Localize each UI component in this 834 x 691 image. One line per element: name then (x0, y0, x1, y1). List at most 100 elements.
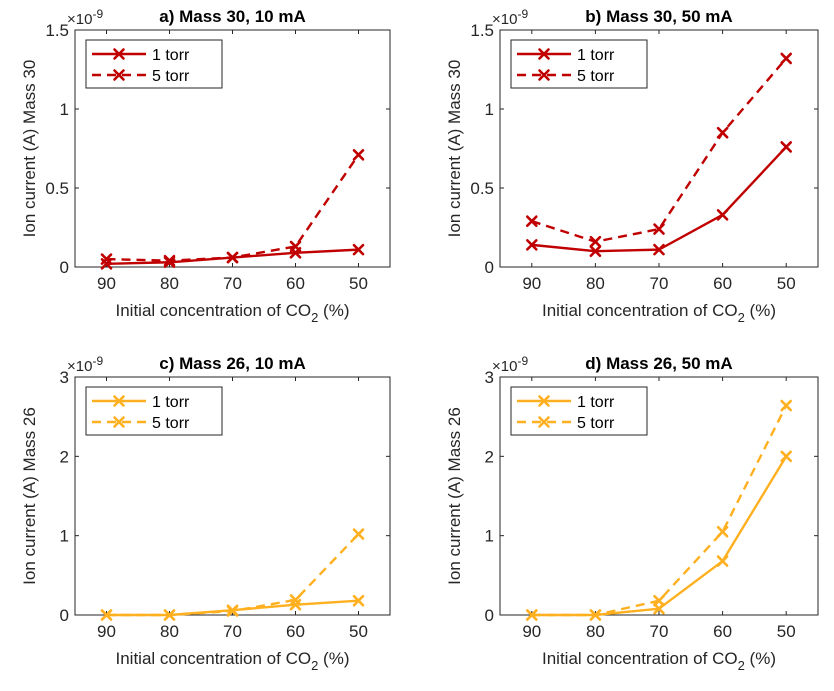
data-point (526, 239, 538, 251)
data-point (589, 245, 602, 257)
y-tick-label: 1 (60, 527, 69, 546)
data-point (100, 253, 113, 265)
chart-title: d) Mass 26, 50 mA (585, 354, 732, 373)
data-point (352, 149, 365, 161)
legend-box (85, 39, 223, 89)
chart-title: c) Mass 26, 10 mA (159, 354, 305, 373)
legend-label: 5 torr (577, 415, 615, 432)
y-tick-label: 2 (60, 447, 69, 466)
data-point (653, 223, 665, 235)
y-tick-label: 1.5 (470, 21, 494, 40)
legend: 1 torr 5 torr (510, 386, 648, 436)
data-point (780, 399, 792, 412)
y-tick-label: 0 (60, 258, 69, 277)
x-tick-label: 90 (97, 622, 116, 641)
x-axis-label: Initial concentration of CO2 (%) (542, 649, 776, 673)
x-tick-label: 90 (97, 274, 116, 293)
legend-box (85, 386, 223, 436)
y-tick-label: 0 (60, 606, 69, 625)
data-point (226, 251, 239, 264)
legend-label: 5 torr (152, 68, 190, 85)
legend-label: 1 torr (577, 47, 615, 64)
legend-marker (538, 69, 550, 81)
data-point (653, 602, 665, 615)
x-tick-label: 90 (522, 274, 541, 293)
legend-label: 1 torr (152, 394, 190, 411)
data-point (352, 594, 365, 607)
x-tick-label: 70 (223, 622, 242, 641)
series-line-5-torr (531, 405, 788, 617)
data-point (780, 52, 792, 65)
legend: 1 torr 5 torr (85, 386, 223, 436)
data-point (289, 240, 302, 253)
legend-marker (538, 416, 550, 428)
chart-title: a) Mass 30, 10 mA (159, 7, 305, 26)
legend-marker (113, 416, 125, 428)
x-tick-label: 70 (650, 274, 669, 293)
y-axis-label: Ion current (A) Mass 26 (20, 407, 39, 585)
data-point (526, 215, 538, 227)
legend-label: 1 torr (577, 394, 615, 411)
data-point (589, 235, 602, 248)
y-tick-label: 1.5 (45, 21, 69, 40)
data-point (716, 209, 729, 221)
legend-label: 1 torr (152, 47, 190, 64)
x-tick-label: 80 (160, 274, 179, 293)
y-exponent-label: ×10-9 (67, 7, 103, 28)
y-tick-label: 1 (485, 100, 494, 119)
x-tick-label: 50 (349, 274, 368, 293)
data-point (352, 528, 365, 540)
y-tick-label: 1 (60, 100, 69, 119)
legend-marker (113, 69, 125, 81)
series-line-1-torr (531, 146, 788, 253)
y-tick-label: 0.5 (470, 179, 494, 198)
x-tick-label: 80 (586, 274, 605, 293)
x-tick-label: 70 (650, 622, 669, 641)
data-point (653, 243, 665, 256)
x-tick-label: 60 (286, 274, 305, 293)
chart-panel-4: 90 80 70 60 50 0 1 2 3×10-9 d) Mass 26, 50 mA Ion … (445, 354, 819, 673)
data-point (226, 605, 239, 617)
data-point (716, 555, 729, 567)
legend-marker (113, 395, 125, 407)
x-tick-label: 60 (713, 274, 732, 293)
data-point (163, 609, 176, 621)
y-exponent-label: ×10-9 (67, 354, 103, 375)
y-exponent-label: ×10-9 (492, 354, 528, 375)
y-tick-label: 2 (485, 447, 494, 466)
data-point (100, 609, 113, 621)
legend-marker (538, 48, 550, 60)
series-line-5-torr (106, 154, 360, 262)
data-point (716, 126, 729, 139)
data-point (716, 525, 729, 538)
legend: 1 torr 5 torr (85, 39, 223, 89)
x-tick-label: 70 (223, 274, 242, 293)
x-axis-label: Initial concentration of CO2 (%) (115, 301, 349, 325)
x-tick-label: 50 (777, 622, 796, 641)
y-axis-label: Ion current (A) Mass 30 (445, 60, 464, 238)
legend-box (510, 386, 648, 436)
legend-label: 5 torr (577, 68, 615, 85)
x-axis-label: Initial concentration of CO2 (%) (542, 301, 776, 325)
data-point (289, 594, 302, 606)
x-tick-label: 50 (777, 274, 796, 293)
y-axis-label: Ion current (A) Mass 30 (20, 60, 39, 238)
legend: 1 torr 5 torr (510, 39, 648, 89)
chart-title: b) Mass 30, 50 mA (585, 7, 732, 26)
y-tick-label: 0.5 (45, 179, 69, 198)
chart-panel-1: 90 80 70 60 50 0 0.5 1 1.5×10-9 a) Mass 30, 10 mA… (20, 7, 391, 325)
data-point (352, 243, 365, 256)
data-point (653, 594, 665, 607)
y-tick-label: 0 (485, 258, 494, 277)
y-tick-label: 0 (485, 606, 494, 625)
x-tick-label: 90 (522, 622, 541, 641)
legend-marker (113, 48, 125, 60)
y-exponent-label: ×10-9 (492, 7, 528, 28)
legend-box (510, 39, 648, 89)
chart-panel-2: 90 80 70 60 50 0 0.5 1 1.5×10-9 b) Mass 30, 50 mA… (445, 7, 819, 325)
y-tick-label: 1 (485, 527, 494, 546)
data-point (163, 254, 176, 267)
data-point (780, 141, 792, 153)
data-point (780, 450, 792, 463)
